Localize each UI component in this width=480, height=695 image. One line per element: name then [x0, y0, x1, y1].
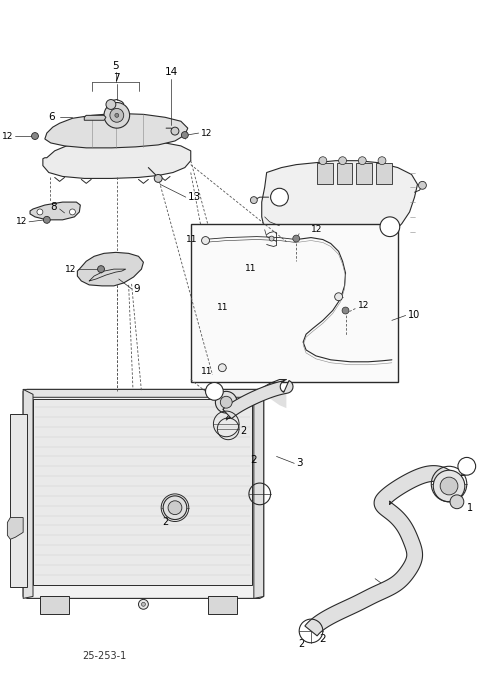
Circle shape: [205, 382, 223, 400]
Text: 12: 12: [16, 218, 27, 227]
Text: 7: 7: [113, 73, 120, 83]
Bar: [336, 163, 352, 184]
Polygon shape: [23, 389, 33, 598]
Circle shape: [458, 457, 476, 475]
Text: 25-253-1: 25-253-1: [82, 651, 126, 660]
Circle shape: [440, 477, 458, 495]
Circle shape: [338, 157, 347, 165]
Polygon shape: [207, 596, 237, 614]
Bar: [191, 224, 398, 382]
Circle shape: [216, 391, 237, 413]
Circle shape: [378, 157, 386, 165]
Circle shape: [271, 188, 288, 206]
Circle shape: [450, 495, 464, 509]
Circle shape: [32, 133, 38, 140]
Circle shape: [168, 501, 182, 514]
Circle shape: [218, 363, 226, 372]
Polygon shape: [305, 466, 458, 636]
Text: 12: 12: [2, 131, 13, 140]
Polygon shape: [40, 596, 70, 614]
Text: 2: 2: [319, 634, 325, 644]
Polygon shape: [254, 389, 264, 598]
Text: 9: 9: [133, 284, 140, 294]
Circle shape: [43, 216, 50, 223]
Circle shape: [106, 99, 116, 109]
Circle shape: [335, 293, 343, 301]
Circle shape: [142, 603, 145, 606]
Text: 8: 8: [50, 202, 57, 212]
Polygon shape: [84, 115, 106, 120]
Bar: [317, 163, 333, 184]
Circle shape: [380, 217, 400, 236]
Text: 12: 12: [201, 129, 212, 138]
Text: 2: 2: [224, 411, 230, 421]
Polygon shape: [226, 391, 287, 420]
Polygon shape: [77, 252, 144, 286]
Polygon shape: [23, 389, 264, 398]
Text: 2: 2: [298, 639, 304, 648]
Circle shape: [163, 496, 187, 520]
Text: 2: 2: [240, 426, 246, 436]
Text: 11: 11: [186, 235, 198, 244]
Circle shape: [269, 236, 274, 241]
Text: A: A: [386, 222, 393, 231]
Circle shape: [342, 307, 349, 314]
Text: 14: 14: [165, 67, 178, 77]
Circle shape: [293, 235, 300, 242]
Text: 4: 4: [388, 582, 395, 591]
Text: B: B: [464, 461, 470, 471]
Polygon shape: [11, 414, 27, 587]
Text: 13: 13: [188, 192, 201, 202]
Circle shape: [419, 181, 426, 189]
Circle shape: [115, 113, 119, 117]
Polygon shape: [23, 389, 264, 598]
Text: A: A: [211, 386, 218, 396]
Text: 6: 6: [48, 113, 55, 122]
Text: 12: 12: [311, 225, 323, 234]
Text: 11: 11: [217, 303, 229, 312]
Text: 5: 5: [112, 61, 119, 71]
Text: B: B: [276, 192, 283, 202]
Polygon shape: [7, 518, 23, 539]
Circle shape: [220, 396, 232, 408]
Text: 3: 3: [296, 458, 303, 468]
Circle shape: [433, 471, 465, 502]
Polygon shape: [262, 161, 418, 250]
Circle shape: [359, 157, 366, 165]
Circle shape: [37, 209, 43, 215]
Text: 2: 2: [436, 466, 442, 476]
Text: 12: 12: [65, 265, 76, 274]
Circle shape: [251, 197, 257, 204]
Circle shape: [154, 174, 162, 182]
Circle shape: [181, 131, 188, 138]
Circle shape: [110, 108, 124, 122]
Bar: [376, 163, 392, 184]
Text: 12: 12: [359, 301, 370, 310]
Polygon shape: [30, 202, 80, 220]
Text: 2: 2: [162, 518, 168, 528]
Text: 11: 11: [201, 367, 213, 376]
Text: 11: 11: [245, 263, 257, 272]
Bar: [356, 163, 372, 184]
Text: 10: 10: [408, 311, 420, 320]
Circle shape: [319, 157, 327, 165]
Circle shape: [139, 599, 148, 610]
Circle shape: [171, 127, 179, 135]
Text: 2: 2: [459, 468, 466, 478]
Bar: [33, 399, 252, 584]
Polygon shape: [43, 141, 191, 179]
Polygon shape: [223, 381, 293, 418]
Circle shape: [104, 103, 130, 128]
Circle shape: [202, 236, 209, 245]
Circle shape: [97, 265, 105, 272]
Text: 2: 2: [250, 455, 256, 466]
Polygon shape: [45, 113, 188, 148]
Text: 1: 1: [467, 502, 473, 513]
Circle shape: [70, 209, 75, 215]
